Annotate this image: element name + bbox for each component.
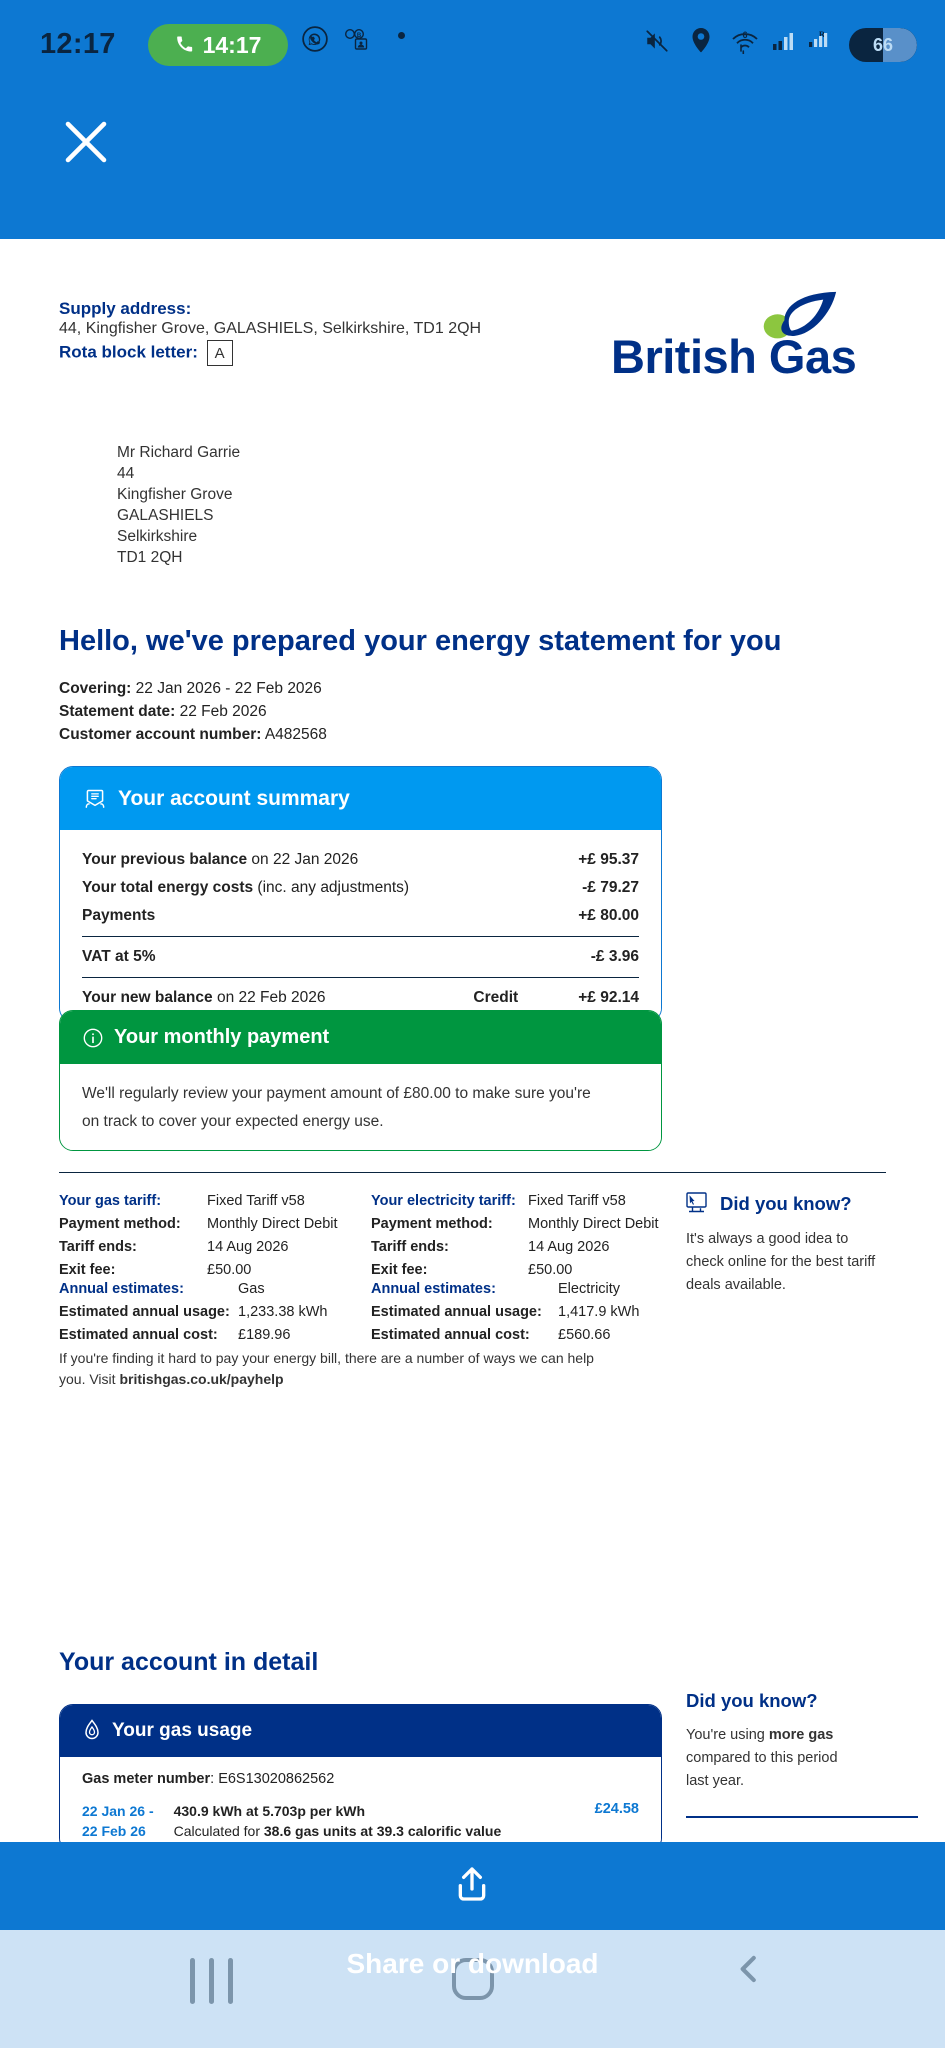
svg-text:B: B [357, 33, 362, 39]
